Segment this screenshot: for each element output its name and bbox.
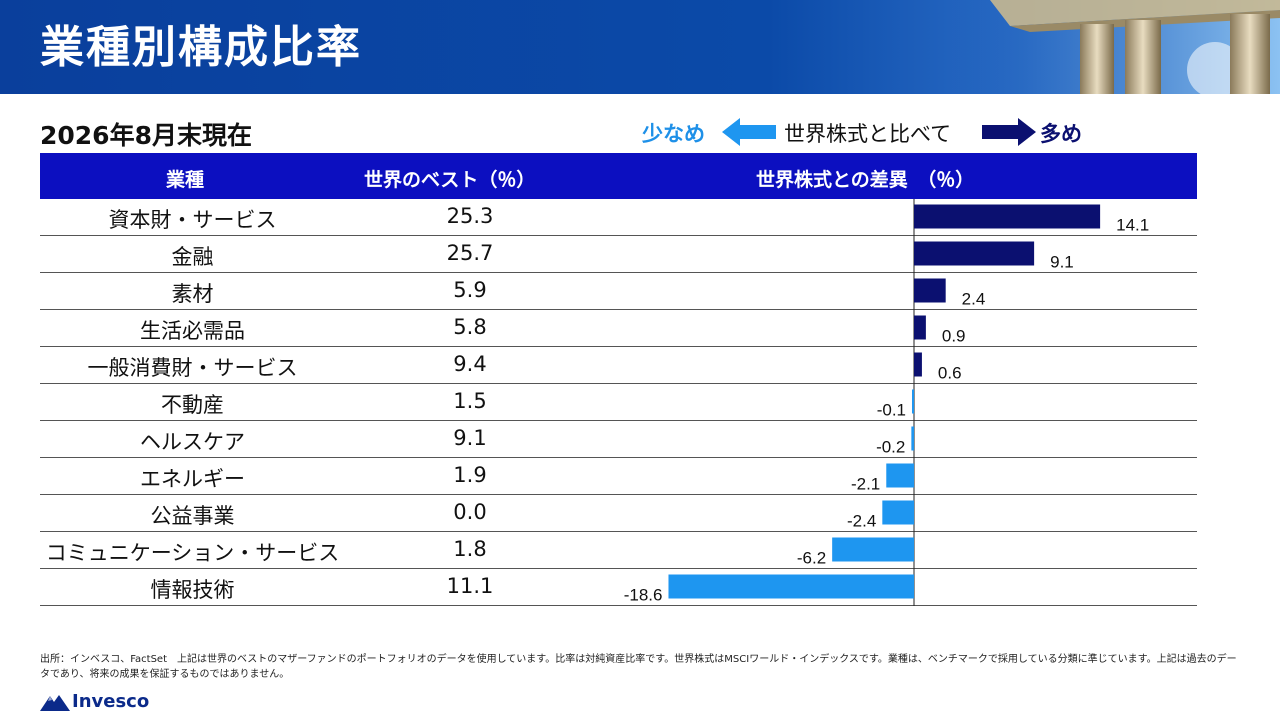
sector-weight: 1.5 xyxy=(453,389,487,413)
arrow-right-icon xyxy=(982,118,1036,146)
table-row: 資本財・サービス 25.3 xyxy=(40,199,1197,236)
sector-name: 資本財・サービス xyxy=(108,208,277,232)
page-title: 業種別構成比率 xyxy=(40,22,362,73)
sector-name: 金融 xyxy=(171,245,214,269)
header-weight: 世界のベスト（％） xyxy=(364,169,536,191)
sector-weight: 5.9 xyxy=(453,278,487,302)
table-row: 一般消費財・サービス 9.4 xyxy=(40,347,1197,384)
table-row: エネルギー 1.9 xyxy=(40,458,1197,495)
sector-name: 生活必需品 xyxy=(140,319,245,343)
legend: 少なめ 世界株式と比べて 多め xyxy=(600,114,1200,150)
table-row: 素材 5.9 xyxy=(40,273,1197,310)
sector-name: 情報技術 xyxy=(150,578,235,602)
table-row: 金融 25.7 xyxy=(40,236,1197,273)
sector-name: 不動産 xyxy=(161,393,224,417)
sector-weight: 0.0 xyxy=(453,500,487,524)
table-row: ヘルスケア 9.1 xyxy=(40,421,1197,458)
table-row: 不動産 1.5 xyxy=(40,384,1197,421)
sector-name: 公益事業 xyxy=(150,504,235,528)
table-body: 資本財・サービス 25.3 金融 25.7 素材 5.9 生活必需品 5.8 一般消費財・サービ… xyxy=(40,199,1197,606)
table-row: 生活必需品 5.8 xyxy=(40,310,1197,347)
sector-name: 素材 xyxy=(171,282,214,306)
as-of-date: 2026年8月末現在 xyxy=(40,121,252,150)
header-diff: 世界株式との差異 （％） xyxy=(756,169,975,191)
sector-weight: 1.9 xyxy=(453,463,487,487)
table-header: 業種 世界のベスト（％） 世界株式との差異 （％） xyxy=(40,153,1197,199)
table-row: 情報技術 11.1 xyxy=(40,569,1197,606)
pillars-image xyxy=(950,0,1280,94)
sector-name: 一般消費財・サービス xyxy=(87,356,298,380)
arrow-left-icon xyxy=(722,118,776,146)
sector-weight: 11.1 xyxy=(446,574,494,598)
legend-more: 多め xyxy=(1040,122,1082,146)
sector-weight: 1.8 xyxy=(453,537,487,561)
sector-weight: 25.3 xyxy=(446,204,494,228)
sector-name: コミュニケーション・サービス xyxy=(45,541,340,565)
mountain-logo-icon xyxy=(40,695,70,711)
sector-weight: 5.8 xyxy=(453,315,487,339)
table-row: コミュニケーション・サービス 1.8 xyxy=(40,532,1197,569)
legend-middle: 世界株式と比べて xyxy=(784,122,952,146)
footnote: 出所：インベスコ、FactSet 上記は世界のベストのマザーファンドのポートフォ… xyxy=(40,654,1237,680)
header-banner: 業種別構成比率 xyxy=(0,0,1280,94)
sector-weight: 9.1 xyxy=(453,426,487,450)
header-sector: 業種 xyxy=(166,169,205,191)
sector-weight: 25.7 xyxy=(446,241,494,265)
brand-name: Invesco xyxy=(72,691,150,712)
legend-less: 少なめ xyxy=(642,122,705,146)
table-row: 公益事業 0.0 xyxy=(40,495,1197,532)
sector-name: エネルギー xyxy=(140,467,245,491)
sector-name: ヘルスケア xyxy=(140,430,245,454)
sector-weight: 9.4 xyxy=(453,352,487,376)
